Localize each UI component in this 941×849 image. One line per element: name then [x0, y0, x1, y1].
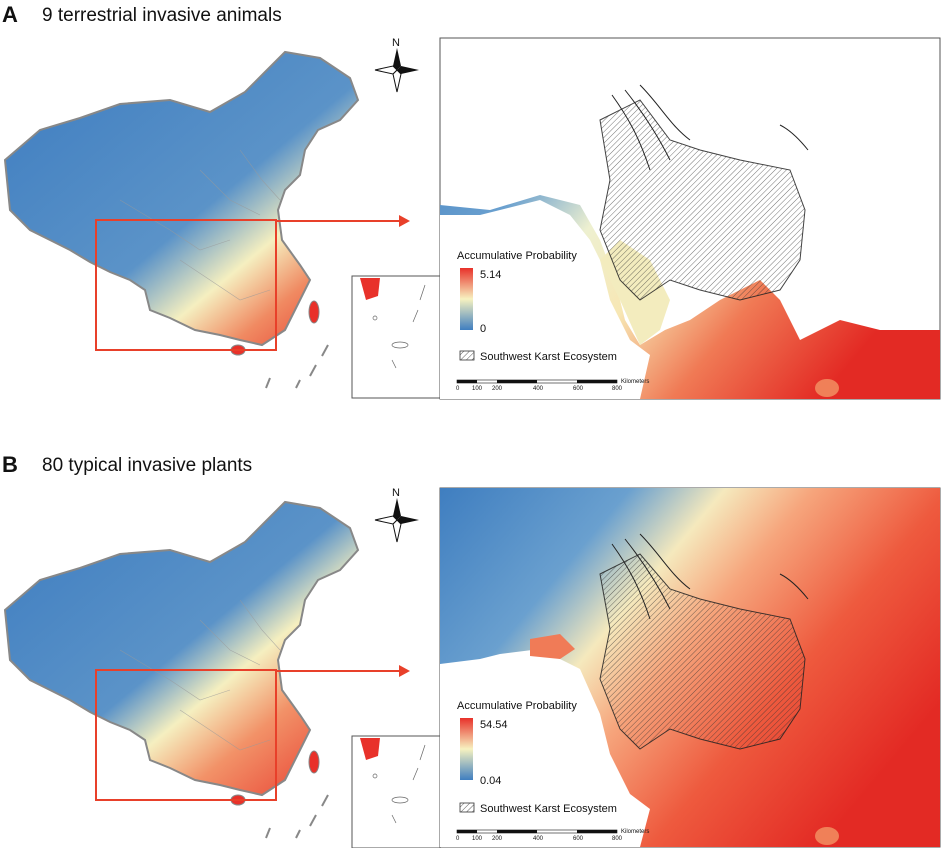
legend-min-value: 0.04 — [480, 775, 501, 787]
svg-text:800: 800 — [612, 836, 623, 842]
map-figure: N Accumulative Probability 5.14 0 Southw… — [3, 37, 941, 400]
svg-text:0: 0 — [456, 836, 460, 842]
svg-text:400: 400 — [533, 386, 544, 392]
karst-legend-swatch — [459, 802, 475, 813]
legend-max-value: 54.54 — [480, 719, 508, 731]
panel-letter: B — [2, 452, 18, 477]
north-label: N — [392, 487, 400, 499]
panel-title: 9 terrestrial invasive animals — [42, 5, 282, 26]
svg-text:400: 400 — [533, 836, 544, 842]
panel-b: B 80 typical invasive plants — [0, 424, 941, 848]
svg-text:100: 100 — [472, 386, 483, 392]
zoom-frame — [95, 669, 277, 801]
panel-title: 80 typical invasive plants — [42, 455, 253, 476]
svg-text:600: 600 — [573, 836, 584, 842]
scale-bar: 0 100 200 400 600 800 Kilometers — [456, 829, 649, 842]
legend-min-value: 0 — [480, 323, 486, 335]
svg-text:100: 100 — [472, 836, 483, 842]
svg-text:600: 600 — [573, 386, 584, 392]
karst-legend-swatch — [459, 350, 475, 361]
china-map — [3, 500, 360, 797]
panel-letter: A — [2, 2, 18, 27]
legend-title: Accumulative Probability — [457, 250, 577, 262]
legend-max-value: 5.14 — [480, 269, 501, 281]
karst-legend-label: Southwest Karst Ecosystem — [480, 803, 617, 815]
taiwan-island — [308, 750, 320, 774]
svg-text:Kilometers: Kilometers — [621, 829, 649, 835]
zoom-frame — [95, 219, 277, 351]
china-map — [3, 50, 360, 347]
taiwan-island — [308, 300, 320, 324]
legend-colorbar — [460, 268, 473, 330]
svg-text:200: 200 — [492, 386, 503, 392]
karst-region — [599, 99, 806, 301]
map-figure: N Accumulative Probability 54.54 0.04 So… — [3, 487, 941, 848]
north-arrow-icon — [374, 498, 419, 543]
karst-legend-label: Southwest Karst Ecosystem — [480, 351, 617, 363]
north-arrow-icon — [374, 48, 419, 93]
svg-text:Kilometers: Kilometers — [621, 379, 649, 385]
svg-text:0: 0 — [456, 386, 460, 392]
north-label: N — [392, 37, 400, 49]
panel-a: A 9 terrestrial invasive animals — [0, 0, 941, 424]
svg-text:200: 200 — [492, 836, 503, 842]
legend-title: Accumulative Probability — [457, 700, 577, 712]
legend-colorbar — [460, 718, 473, 780]
karst-region — [599, 553, 806, 750]
scale-bar: 0 100 200 400 600 800 Kilometers — [456, 379, 649, 392]
svg-text:800: 800 — [612, 386, 623, 392]
